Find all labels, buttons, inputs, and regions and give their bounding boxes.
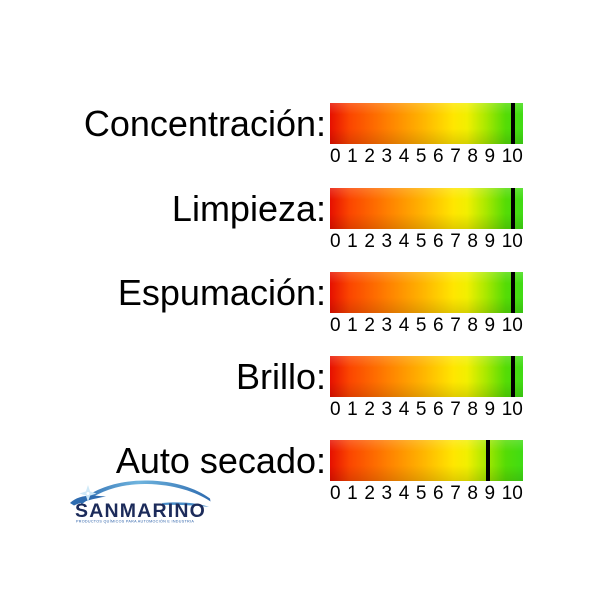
car-silhouette-icon (70, 480, 211, 507)
rating-scale: 0 1 2 3 4 5 6 7 8 9 10 (330, 400, 523, 420)
scale-tick-label: 8 (467, 231, 478, 252)
scale-tick-label: 3 (381, 231, 393, 252)
rating-label: Auto secado: (115, 440, 326, 481)
rating-label: Concentración: (83, 103, 326, 144)
rating-value-marker (510, 356, 515, 397)
scale-tick-label: 7 (450, 483, 461, 504)
scale-tick-label: 5 (415, 399, 427, 420)
rating-row-espumacion: Espumación: 0 1 2 3 4 5 6 7 8 9 10 (0, 272, 523, 336)
sanmarino-logo: SANMARINO PRODUCTOS QUÍMICOS PARA AUTOMO… (66, 476, 216, 524)
scale-tick-label: 2 (364, 231, 375, 252)
scale-tick-label: 1 (347, 146, 358, 167)
scale-tick-label: 0 (330, 315, 341, 336)
scale-tick-label: 0 (330, 231, 341, 252)
scale-tick-label: 0 (330, 483, 341, 504)
scale-tick-label: 3 (381, 315, 393, 336)
scale-tick-label: 8 (467, 146, 478, 167)
scale-tick-label: 4 (398, 231, 410, 252)
scale-tick-label: 2 (364, 146, 375, 167)
rating-value-marker (510, 272, 515, 313)
rating-value-marker (510, 188, 515, 229)
rating-gradient-bar (330, 356, 523, 397)
scale-tick-label: 6 (433, 315, 444, 336)
scale-tick-label: 10 (501, 315, 523, 336)
rating-label: Brillo: (235, 356, 326, 397)
scale-tick-label: 1 (347, 315, 358, 336)
brand-name: SANMARINO (75, 500, 206, 522)
scale-tick-label: 10 (501, 483, 523, 504)
scale-tick-label: 10 (501, 231, 523, 252)
scale-tick-label: 4 (398, 315, 410, 336)
scale-tick-label: 2 (364, 483, 375, 504)
scale-tick-label: 5 (415, 231, 427, 252)
rating-bar-column: 0 1 2 3 4 5 6 7 8 9 10 (330, 440, 523, 504)
rating-gradient-bar (330, 188, 523, 229)
rating-row-brillo: Brillo: 0 1 2 3 4 5 6 7 8 9 10 (0, 356, 523, 420)
scale-tick-label: 4 (398, 399, 410, 420)
rating-label: Espumación: (117, 272, 326, 313)
scale-tick-label: 3 (381, 483, 393, 504)
rating-bar-column: 0 1 2 3 4 5 6 7 8 9 10 (330, 103, 523, 167)
rating-row-auto-secado: Auto secado: 0 1 2 3 4 5 6 7 8 9 10 (0, 440, 523, 504)
scale-tick-label: 8 (467, 399, 478, 420)
scale-tick-label: 9 (484, 483, 496, 504)
scale-tick-label: 10 (501, 146, 523, 167)
scale-tick-label: 8 (467, 315, 478, 336)
scale-tick-label: 9 (484, 146, 496, 167)
scale-tick-label: 4 (398, 146, 410, 167)
scale-tick-label: 0 (330, 399, 341, 420)
rating-scale: 0 1 2 3 4 5 6 7 8 9 10 (330, 316, 523, 336)
scale-tick-label: 3 (381, 399, 393, 420)
scale-tick-label: 6 (433, 146, 444, 167)
rating-bar-column: 0 1 2 3 4 5 6 7 8 9 10 (330, 188, 523, 252)
scale-tick-label: 9 (484, 399, 496, 420)
scale-tick-label: 1 (347, 483, 358, 504)
rating-label: Limpieza: (171, 188, 326, 229)
scale-tick-label: 2 (364, 399, 375, 420)
rating-scale: 0 1 2 3 4 5 6 7 8 9 10 (330, 484, 523, 504)
scale-tick-label: 3 (381, 146, 393, 167)
scale-tick-label: 6 (433, 399, 444, 420)
scale-tick-label: 5 (415, 146, 427, 167)
rating-value-marker (486, 440, 491, 481)
scale-tick-label: 9 (484, 231, 496, 252)
rating-gradient-bar (330, 103, 523, 144)
rating-row-limpieza: Limpieza: 0 1 2 3 4 5 6 7 8 9 10 (0, 188, 523, 252)
rating-bar-column: 0 1 2 3 4 5 6 7 8 9 10 (330, 356, 523, 420)
rating-scale: 0 1 2 3 4 5 6 7 8 9 10 (330, 232, 523, 252)
rating-bar-column: 0 1 2 3 4 5 6 7 8 9 10 (330, 272, 523, 336)
scale-tick-label: 0 (330, 146, 341, 167)
rating-gradient-bar (330, 440, 523, 481)
scale-tick-label: 8 (467, 483, 478, 504)
scale-tick-label: 5 (415, 315, 427, 336)
scale-tick-label: 5 (415, 483, 427, 504)
rating-row-concentracion: Concentración: 0 1 2 3 4 5 6 7 8 9 10 (0, 103, 523, 167)
scale-tick-label: 1 (347, 399, 358, 420)
scale-tick-label: 2 (364, 315, 375, 336)
scale-tick-label: 7 (450, 231, 461, 252)
rating-scale: 0 1 2 3 4 5 6 7 8 9 10 (330, 147, 523, 167)
scale-tick-label: 10 (501, 399, 523, 420)
sparkle-icon (79, 485, 97, 502)
scale-tick-label: 6 (433, 483, 444, 504)
scale-tick-label: 4 (398, 483, 410, 504)
scale-tick-label: 7 (450, 146, 461, 167)
scale-tick-label: 9 (484, 315, 496, 336)
rating-gradient-bar (330, 272, 523, 313)
brand-tagline: PRODUCTOS QUÍMICOS PARA AUTOMOCIÓN E IND… (76, 519, 194, 524)
scale-tick-label: 7 (450, 399, 461, 420)
scale-tick-label: 1 (347, 231, 358, 252)
scale-tick-label: 6 (433, 231, 444, 252)
rating-value-marker (510, 103, 515, 144)
scale-tick-label: 7 (450, 315, 461, 336)
